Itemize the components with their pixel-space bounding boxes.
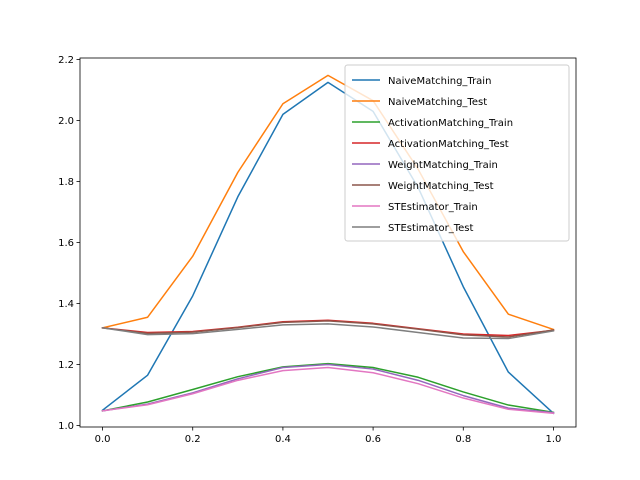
y-axis: 1.0 1.2 1.4 1.6 1.8 2.0 2.2 — [58, 55, 80, 432]
legend-box — [344, 64, 570, 242]
y-tick-label: 1.4 — [58, 299, 74, 310]
legend-label-naivematching-test: NaiveMatching_Test — [388, 97, 487, 108]
legend-label-stestimator-train: STEstimator_Train — [388, 202, 478, 213]
legend-label-weightmatching-test: WeightMatching_Test — [388, 181, 494, 192]
series-line-weightmatching-train — [101, 363, 555, 414]
x-tick-label: 0.4 — [275, 434, 291, 445]
y-tick-label: 2.2 — [58, 55, 74, 66]
legend: NaiveMatching_Train NaiveMatching_Test Act… — [344, 64, 570, 242]
y-tick-label: 1.2 — [58, 360, 74, 371]
x-tick-label: 0.0 — [95, 434, 111, 445]
y-tick-label: 1.6 — [58, 238, 74, 249]
series-line-activationmatching-train — [101, 362, 555, 414]
x-tick-label: 1.0 — [546, 434, 562, 445]
series-line-naivematching-test — [101, 74, 555, 331]
legend-label-stestimator-test: STEstimator_Test — [388, 223, 473, 234]
legend-label-weightmatching-train: WeightMatching_Train — [388, 160, 498, 171]
y-tick-label: 1.0 — [58, 421, 74, 432]
series-line-weightmatching-test — [101, 320, 555, 338]
legend-label-naivematching-train: NaiveMatching_Train — [388, 76, 491, 87]
x-tick-label: 0.2 — [185, 434, 201, 445]
series-line-stestimator-test — [101, 323, 555, 340]
y-tick-label: 1.8 — [58, 177, 74, 188]
x-tick-label: 0.8 — [455, 434, 471, 445]
series-layer — [101, 74, 555, 415]
legend-label-activationmatching-test: ActivationMatching_Test — [388, 139, 509, 150]
series-line-naivematching-train — [101, 81, 555, 415]
x-tick-label: 0.6 — [365, 434, 381, 445]
series-line-stestimator-train — [101, 366, 555, 415]
y-tick-label: 2.0 — [58, 116, 74, 127]
legend-label-activationmatching-train: ActivationMatching_Train — [388, 118, 513, 129]
x-axis: 0.0 0.2 0.4 0.6 0.8 1.0 — [95, 427, 562, 445]
